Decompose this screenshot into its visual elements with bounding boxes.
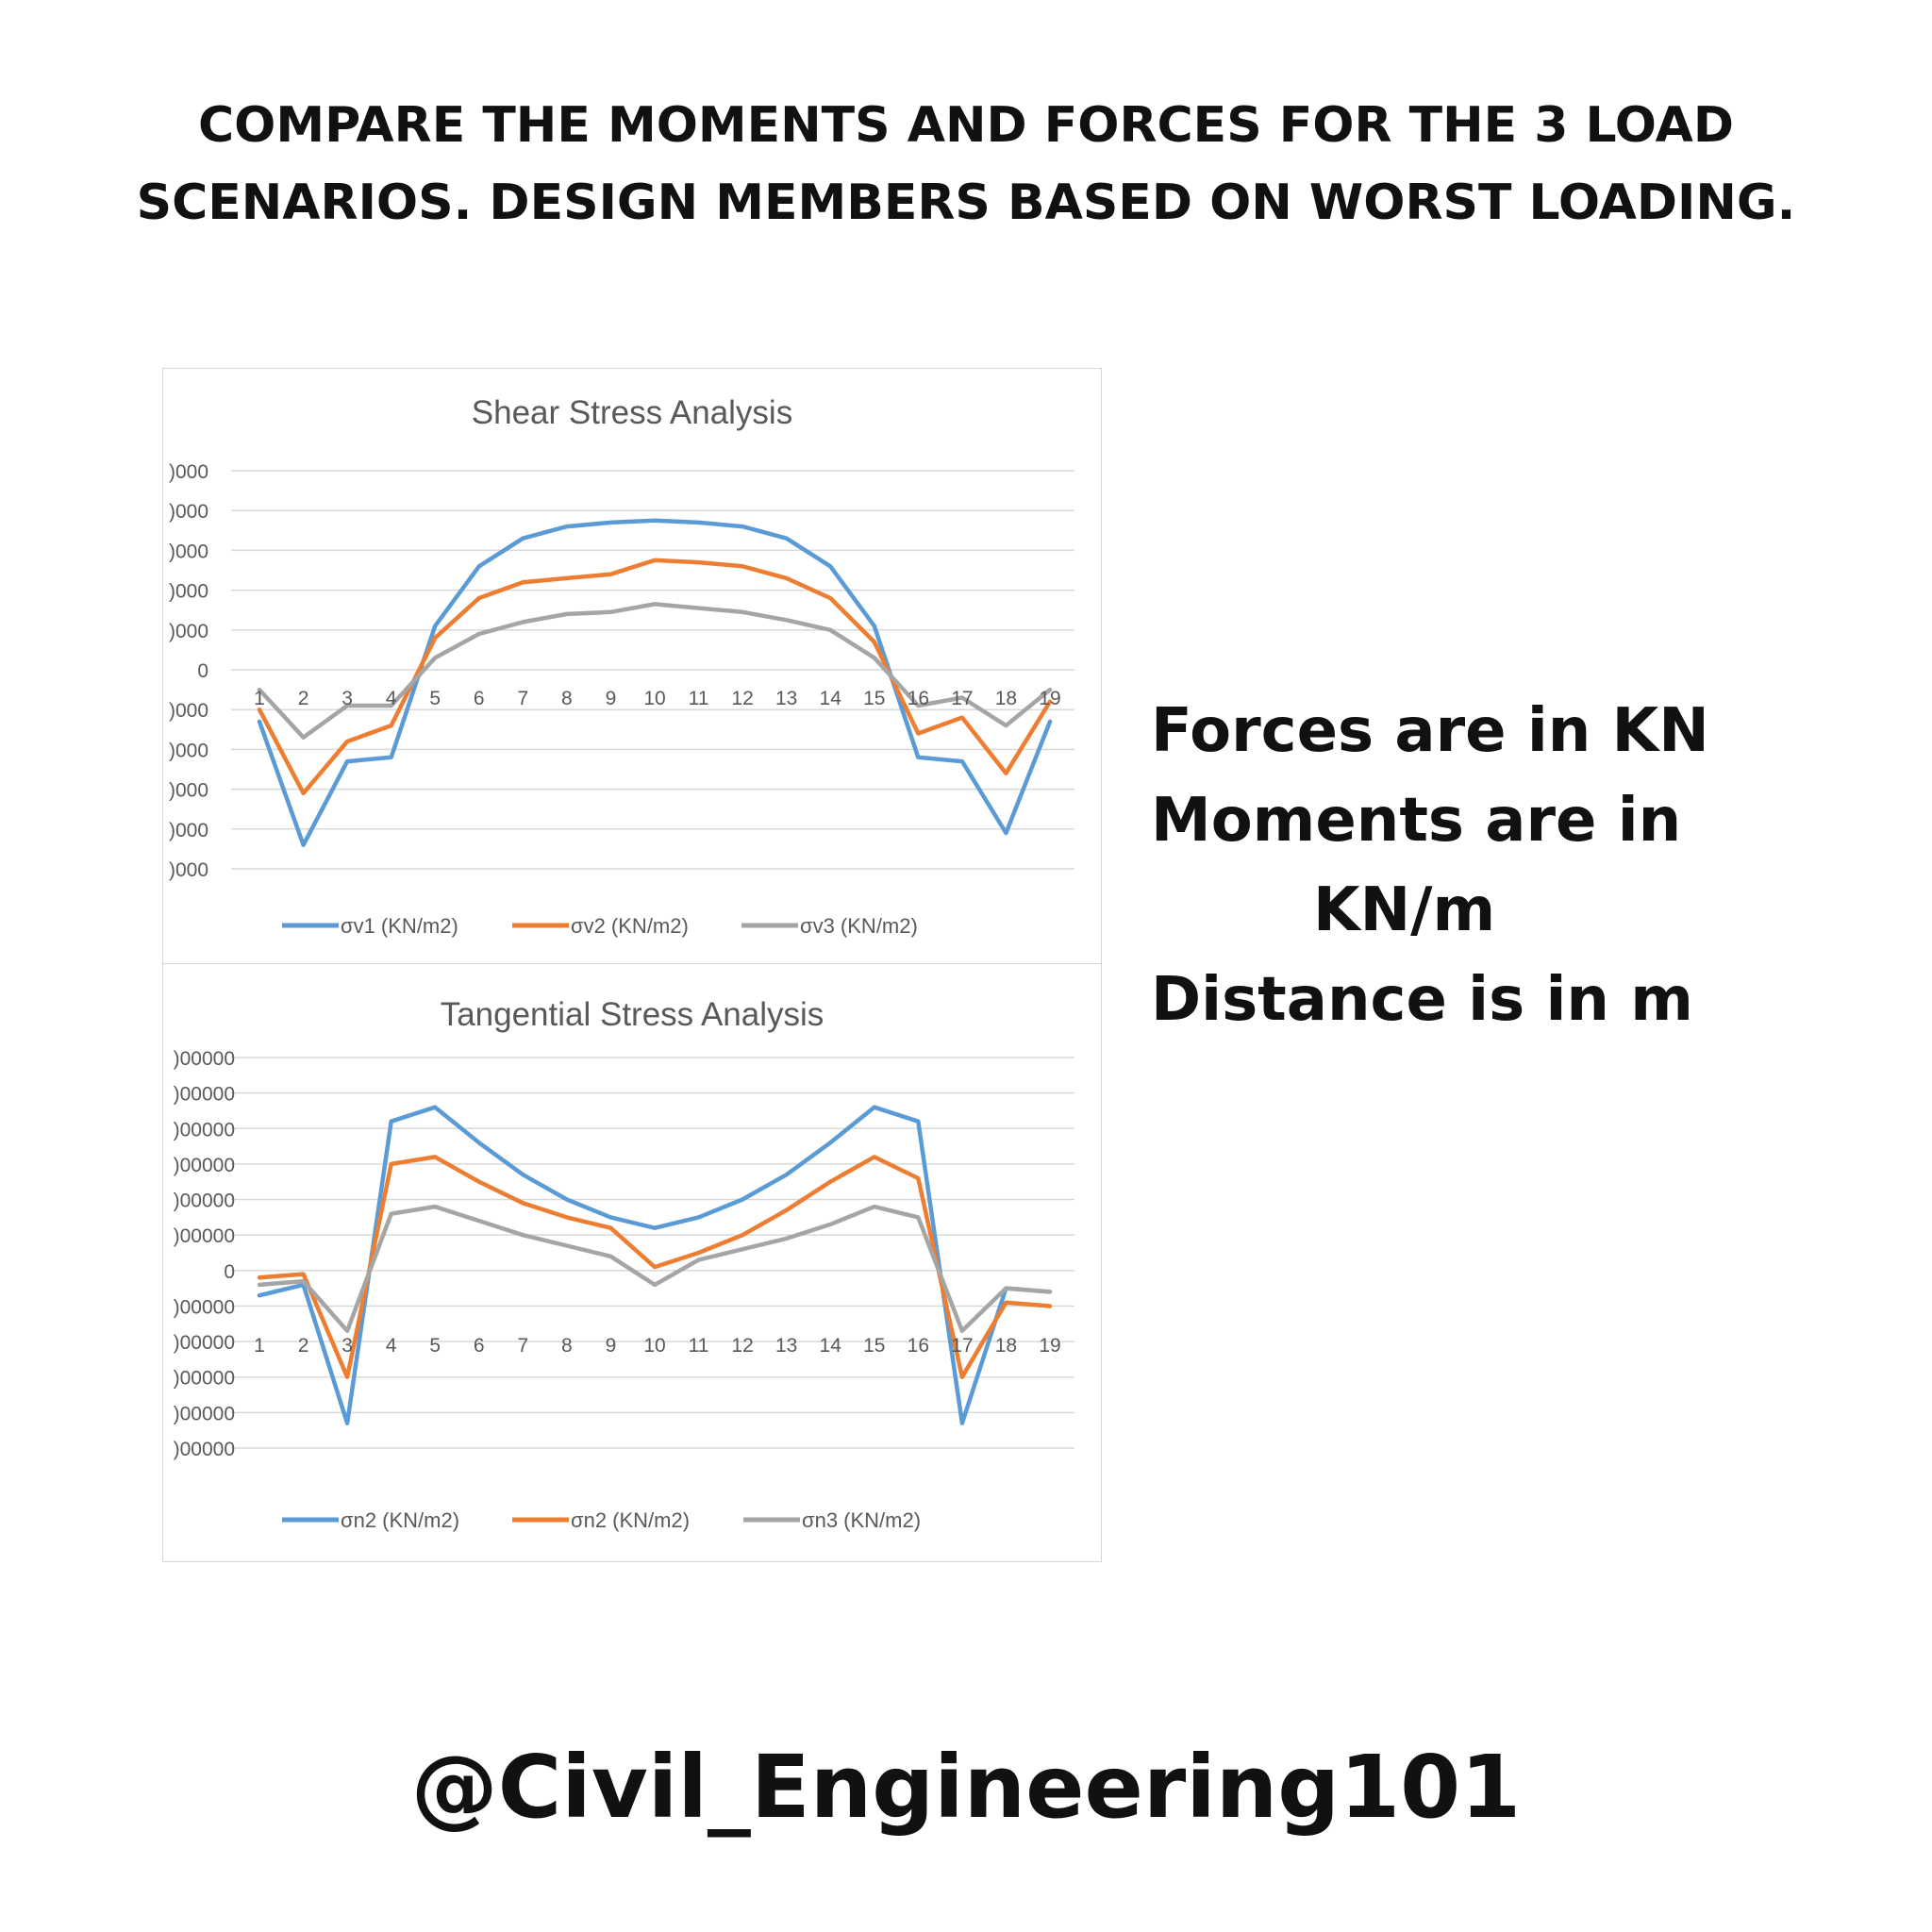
x-tick-label: 2 <box>298 688 309 709</box>
units-moment-unit: KN/m <box>1313 875 1496 945</box>
x-tick-label: 19 <box>1039 688 1060 709</box>
legend-label-sn2b: σn2 (KN/m2) <box>571 1508 690 1532</box>
legend-label-sv2: σv2 (KN/m2) <box>571 914 689 938</box>
x-tick-label: 5 <box>429 1335 441 1357</box>
x-tick-label: 3 <box>341 688 353 709</box>
x-tick-label: 13 <box>775 688 797 709</box>
x-tick-label: 17 <box>951 688 973 709</box>
x-tick-label: 11 <box>689 1335 709 1357</box>
y-tick-label: )00000 <box>174 1296 235 1318</box>
y-tick-label: )000 <box>169 700 208 722</box>
charts-panel: Shear Stress Analysis )000 )000 )000 )000 )00… <box>162 368 1102 1562</box>
x-tick-label: 4 <box>386 688 397 709</box>
x-tick-label: 7 <box>517 1335 528 1357</box>
x-tick-label: 17 <box>951 1335 973 1357</box>
y-tick-label: )00000 <box>174 1368 235 1390</box>
x-tick-label: 16 <box>908 688 929 709</box>
y-tick-label: )00000 <box>174 1191 235 1212</box>
legend-label-sv1: σv1 (KN/m2) <box>341 914 458 938</box>
y-tick-label: )000 <box>169 621 208 642</box>
y-tick-label: )00000 <box>174 1119 235 1141</box>
y-tick-label: )000 <box>169 461 208 483</box>
y-tick-label: )00000 <box>174 1084 235 1106</box>
y-tick-label: )00000 <box>174 1439 235 1460</box>
units-moments: Moments are in <box>1151 786 1682 856</box>
legend-label-sn3: σn3 (KN/m2) <box>802 1508 921 1532</box>
x-tick-label: 10 <box>643 1335 665 1357</box>
x-tick-label: 19 <box>1039 1335 1060 1357</box>
x-tick-label: 7 <box>517 688 528 709</box>
y-tick-label: )000 <box>169 541 208 562</box>
x-tick-label: 9 <box>606 688 617 709</box>
x-tick-label: 18 <box>995 688 1017 709</box>
series-line-sv2 <box>257 558 1053 796</box>
y-tick-label: )000 <box>169 740 208 761</box>
legend-label-sv3: σv3 (KN/m2) <box>800 914 918 938</box>
units-distance: Distance is in m <box>1151 965 1693 1035</box>
x-tick-label: 6 <box>474 688 485 709</box>
tangential-stress-chart: Tangential Stress Analysis )00000 )00000 )0… <box>174 996 1074 1532</box>
chart-title: Tangential Stress Analysis <box>441 996 824 1033</box>
x-tick-label: 16 <box>908 1335 929 1357</box>
x-tick-label: 1 <box>254 688 265 709</box>
y-tick-label: )000 <box>169 581 208 603</box>
x-tick-label: 13 <box>775 1335 797 1357</box>
y-tick-label: )000 <box>169 501 208 523</box>
heading-line-3: Forces are in KN <box>94 242 1838 257</box>
y-tick-label: 0 <box>197 660 208 682</box>
legend-label-sn2a: σn2 (KN/m2) <box>341 1508 459 1532</box>
x-tick-label: 1 <box>254 1335 265 1357</box>
page-heading: COMPARE THE MOMENTS AND FORCES FOR THE 3… <box>94 87 1838 257</box>
x-tick-label: 4 <box>386 1335 397 1357</box>
units-forces: Forces are in KN <box>1151 696 1709 766</box>
x-tick-label: 2 <box>298 1335 309 1357</box>
y-tick-label: )00000 <box>174 1225 235 1247</box>
chart-divider <box>163 963 1101 964</box>
x-tick-label: 18 <box>995 1335 1017 1357</box>
x-tick-label: 14 <box>820 688 842 709</box>
x-tick-label: 9 <box>606 1335 617 1357</box>
series-line-sn3 <box>257 1204 1053 1334</box>
y-tick-label: )00000 <box>174 1048 235 1070</box>
y-tick-label: )00000 <box>174 1403 235 1424</box>
shear-stress-chart: Shear Stress Analysis )000 )000 )000 )000 )00… <box>169 394 1074 938</box>
y-tick-label: 0 <box>224 1261 235 1283</box>
x-tick-label: 11 <box>689 688 709 709</box>
series-line-sn2a <box>257 1105 1053 1425</box>
series-line-sv3 <box>257 602 1053 740</box>
x-tick-label: 12 <box>731 1335 753 1357</box>
x-tick-label: 8 <box>561 688 573 709</box>
x-tick-label: 12 <box>731 688 753 709</box>
x-tick-label: 15 <box>863 1335 885 1357</box>
y-tick-label: )00000 <box>174 1332 235 1354</box>
x-tick-label: 3 <box>341 1335 353 1357</box>
units-note: Forces are in KN Moments are in KN/m Dis… <box>1151 687 1774 1045</box>
x-tick-label: 6 <box>474 1335 485 1357</box>
heading-line-2: SCENARIOS. DESIGN MEMBERS BASED ON WORST… <box>136 175 1796 231</box>
account-handle: @Civil_Engineering101 <box>410 1737 1522 1838</box>
y-tick-label: )000 <box>169 780 208 802</box>
series-line-sv1 <box>257 518 1053 847</box>
chart-title: Shear Stress Analysis <box>472 394 792 431</box>
x-tick-label: 5 <box>429 688 441 709</box>
x-tick-label: 10 <box>643 688 665 709</box>
y-tick-label: )000 <box>169 820 208 841</box>
series-line-sn2b <box>257 1155 1053 1379</box>
y-tick-label: )00000 <box>174 1155 235 1176</box>
x-tick-label: 8 <box>561 1335 573 1357</box>
heading-line-1: COMPARE THE MOMENTS AND FORCES FOR THE 3… <box>197 97 1735 154</box>
x-tick-label: 14 <box>820 1335 842 1357</box>
y-tick-label: )000 <box>169 859 208 881</box>
x-tick-label: 15 <box>863 688 885 709</box>
